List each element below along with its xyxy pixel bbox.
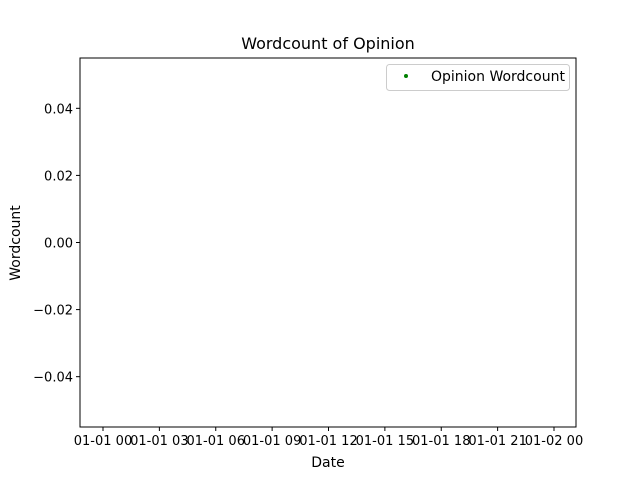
- plot-area: [79, 57, 577, 428]
- legend-label: Opinion Wordcount: [431, 69, 565, 85]
- y-tick-label: 0.00: [44, 237, 73, 252]
- y-tick-label: 0.04: [44, 102, 73, 117]
- x-axis-label: Date: [311, 455, 344, 471]
- x-tick-label: 01-01 12: [299, 434, 357, 449]
- x-tick-label: 01-01 21: [468, 434, 526, 449]
- y-tick-label: −0.04: [33, 371, 73, 386]
- x-tick-label: 01-01 06: [187, 434, 245, 449]
- legend-box: [386, 64, 570, 91]
- y-axis-label: Wordcount: [8, 205, 24, 281]
- chart-title: Wordcount of Opinion: [241, 34, 415, 53]
- y-tick-label: 0.02: [44, 169, 73, 184]
- x-tick-label: 01-01 15: [356, 434, 414, 449]
- x-tick-label: 01-01 00: [74, 434, 132, 449]
- legend: Opinion Wordcount: [386, 64, 570, 91]
- x-tick-label: 01-01 03: [130, 434, 188, 449]
- legend-marker: [404, 74, 408, 78]
- x-tick-label: 01-02 00: [525, 434, 583, 449]
- x-tick-label: 01-01 18: [412, 434, 470, 449]
- y-axis: −0.04 −0.02 0.00 0.02 0.04: [33, 102, 80, 386]
- x-tick-label: 01-01 09: [243, 434, 301, 449]
- y-tick-label: −0.02: [33, 304, 73, 319]
